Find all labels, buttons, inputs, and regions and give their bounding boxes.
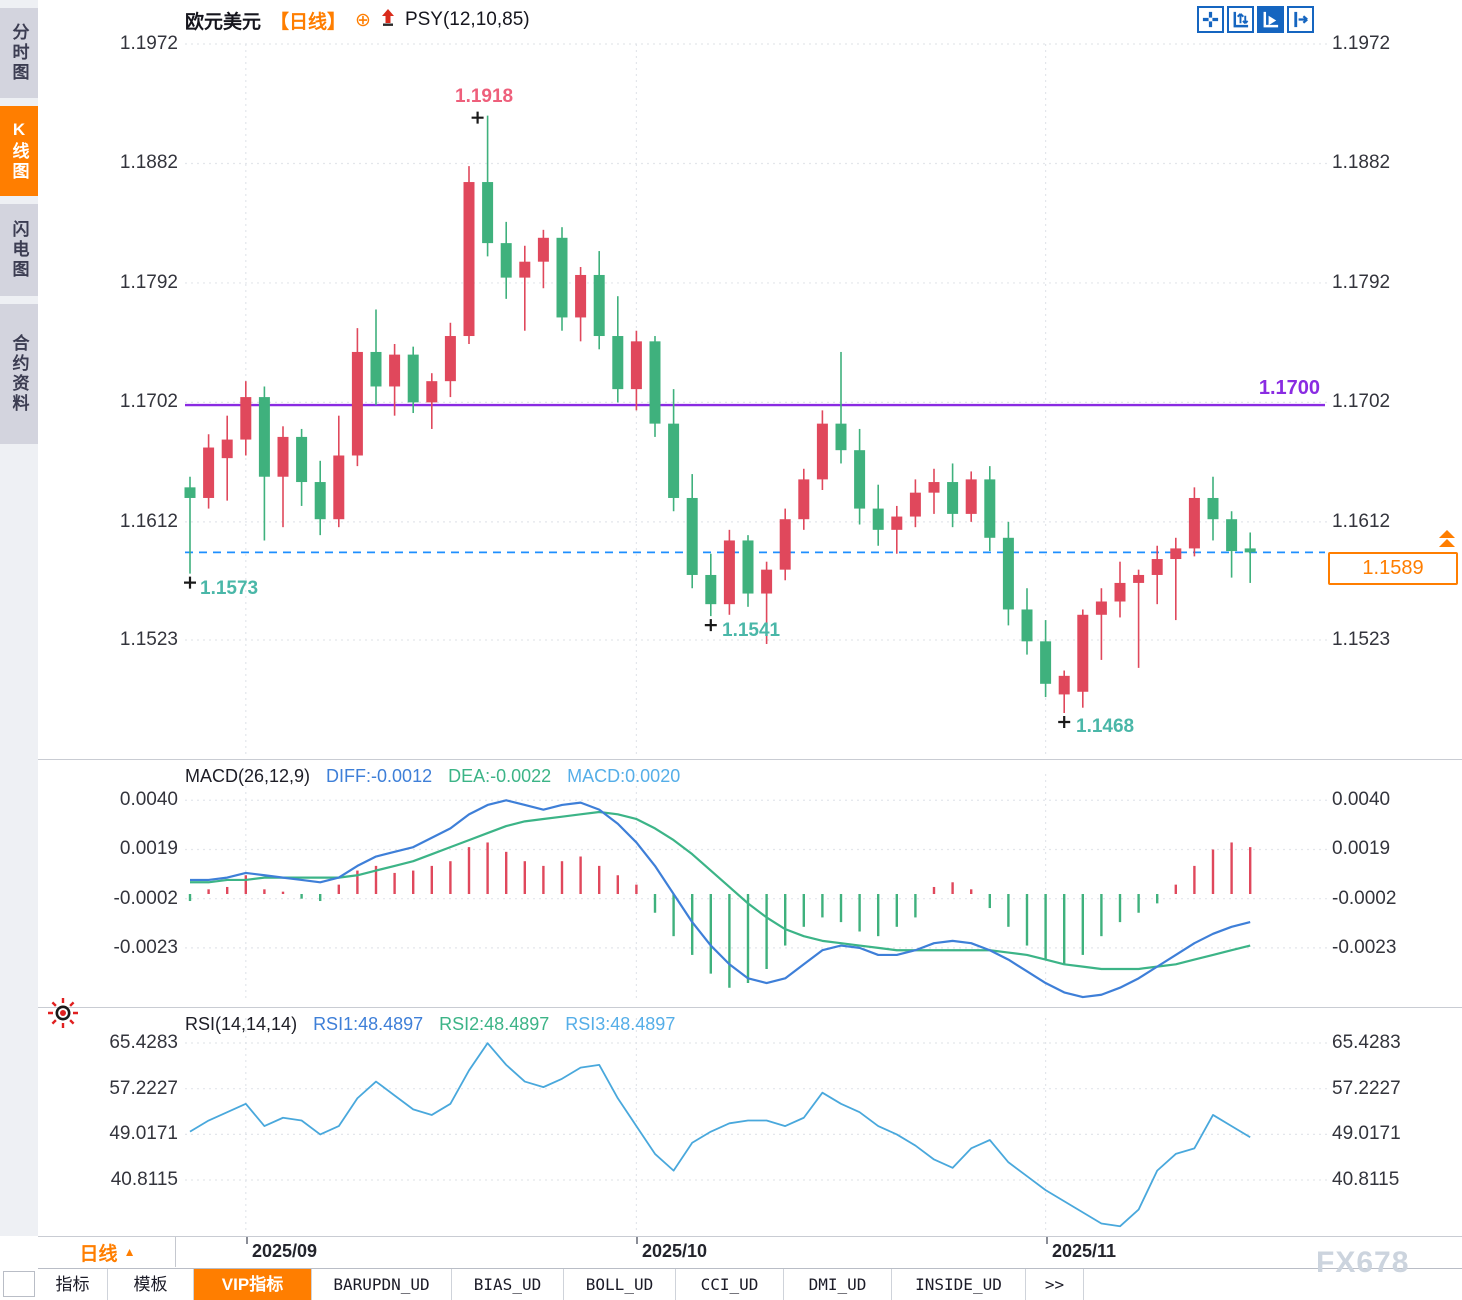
- time-axis: [38, 1237, 1462, 1267]
- rsi-axis-label: 49.0171: [1332, 1123, 1401, 1145]
- tab-inside-ud[interactable]: INSIDE_UD: [892, 1269, 1026, 1300]
- price-axis-label: 1.1612: [119, 510, 178, 532]
- chart-toolbar: [1197, 6, 1314, 33]
- x-axis-label-november: 2025/11: [1052, 1241, 1117, 1261]
- indicator-settings-icon[interactable]: [46, 996, 80, 1035]
- period-selector-label: 日线: [79, 1243, 118, 1265]
- macd-axis-label: 0.0040: [1332, 789, 1391, 811]
- chart-header: 欧元美元 【日线】 ⊕ PSY(12,10,85): [185, 7, 530, 33]
- fit-axis-icon[interactable]: [1227, 6, 1254, 33]
- price-axis-label: 1.1882: [119, 152, 178, 174]
- rsi-header: RSI(14,14,14) RSI1:48.4897 RSI2:48.4897 …: [185, 1014, 675, 1035]
- rsi3-value: RSI3:48.4897: [565, 1014, 676, 1034]
- left-sidebar: 分时图 K线图 闪电图 合约资料: [0, 0, 38, 1236]
- circle-plus-icon[interactable]: ⊕: [355, 9, 371, 31]
- macd-title: MACD(26,12,9): [185, 766, 311, 786]
- month-tick: [636, 1237, 638, 1244]
- annotation-high: 1.1918: [455, 86, 514, 107]
- chevron-up-icon: ▲: [123, 1245, 136, 1259]
- rsi-axis-label: 49.0171: [109, 1123, 178, 1145]
- macd-chart: [185, 774, 1330, 1002]
- tab-cci-ud[interactable]: CCI_UD: [676, 1269, 784, 1300]
- rsi-chart: [185, 1018, 1330, 1234]
- macd-axis-label: -0.0002: [1332, 887, 1397, 909]
- tab-more[interactable]: >>: [1026, 1269, 1084, 1300]
- price-axis-label: 1.1612: [1332, 510, 1391, 532]
- macd-dea-value: DEA:-0.0022: [448, 766, 552, 786]
- macd-axis-label: -0.0002: [113, 887, 178, 909]
- rsi2-value: RSI2:48.4897: [439, 1014, 550, 1034]
- watermark: FX678: [1316, 1246, 1410, 1279]
- price-axis-label: 1.1702: [1332, 391, 1391, 413]
- price-axis-label: 1.1882: [1332, 152, 1391, 174]
- rsi-title: RSI(14,14,14): [185, 1014, 298, 1034]
- macd-diff-value: DIFF:-0.0012: [326, 766, 433, 786]
- month-tick: [246, 1237, 248, 1244]
- tab-bias-ud[interactable]: BIAS_UD: [452, 1269, 564, 1300]
- macd-macd-value: MACD:0.0020: [567, 766, 681, 786]
- price-axis-label: 1.1972: [1332, 33, 1391, 54]
- support-line-label: 1.1700: [1258, 377, 1320, 399]
- rsi-axis-label: 65.4283: [1332, 1032, 1401, 1053]
- panel-separator: [38, 1007, 1462, 1008]
- price-axis-label: 1.1972: [119, 33, 178, 54]
- price-axis-label: 1.1702: [119, 391, 178, 413]
- symbol-name: 欧元美元: [185, 11, 262, 33]
- x-axis-label-september: 2025/09: [252, 1241, 318, 1261]
- current-price-tag: 1.1589: [1328, 552, 1458, 585]
- price-axis-label: 1.1523: [119, 629, 178, 650]
- x-axis-label-october: 2025/10: [642, 1241, 708, 1261]
- annotation-low-november: 1.1468: [1076, 716, 1135, 737]
- rsi-axis-label: 57.2227: [109, 1077, 178, 1099]
- tab-barupdn-ud[interactable]: BARUPDN_UD: [312, 1269, 452, 1300]
- up-arrow-icon: [380, 8, 396, 33]
- corner-box: [3, 1271, 35, 1297]
- period-tag[interactable]: 【日线】: [270, 11, 347, 33]
- sidebar-item-timeline-chart[interactable]: 分时图: [0, 8, 38, 98]
- collapse-panel-icon[interactable]: [1287, 6, 1314, 33]
- rsi-axis-label: 57.2227: [1332, 1077, 1401, 1099]
- tab-templates[interactable]: 模板: [108, 1269, 194, 1300]
- rsi-axis-label: 40.8115: [1332, 1169, 1400, 1191]
- tab-boll-ud[interactable]: BOLL_UD: [564, 1269, 676, 1300]
- macd-axis-label: -0.0023: [113, 936, 178, 958]
- rsi-axis-label: 40.8115: [110, 1169, 178, 1191]
- month-tick: [1046, 1237, 1048, 1244]
- indicator-label: PSY(12,10,85): [404, 9, 530, 30]
- rsi1-value: RSI1:48.4897: [313, 1014, 424, 1034]
- macd-axis-label: 0.0019: [119, 838, 178, 860]
- macd-axis-label: -0.0023: [1332, 936, 1397, 958]
- sidebar-item-contract-info[interactable]: 合约资料: [0, 304, 38, 444]
- sidebar-item-candle-chart[interactable]: K线图: [0, 106, 38, 196]
- rsi-axis-label: 65.4283: [109, 1032, 178, 1053]
- macd-axis-label: 0.0019: [1332, 838, 1391, 860]
- move-tool-icon[interactable]: [1197, 6, 1224, 33]
- price-up-arrows-icon: [1438, 530, 1456, 556]
- panel-separator: [38, 1236, 1462, 1237]
- tab-vip-indicators[interactable]: VIP指标: [194, 1269, 312, 1300]
- price-axis-label: 1.1792: [119, 271, 178, 293]
- indicator-tabbar: 指标 模板 VIP指标 BARUPDN_UD BIAS_UD BOLL_UD C…: [38, 1268, 1462, 1300]
- macd-axis-label: 0.0040: [119, 789, 178, 811]
- price-axis-label: 1.1792: [1332, 271, 1391, 293]
- period-selector-button[interactable]: 日线 ▲: [40, 1237, 176, 1267]
- sidebar-item-flash-chart[interactable]: 闪电图: [0, 204, 38, 296]
- tab-dmi-ud[interactable]: DMI_UD: [784, 1269, 892, 1300]
- macd-header: MACD(26,12,9) DIFF:-0.0012 DEA:-0.0022 M…: [185, 766, 680, 787]
- candlestick-chart: [184, 43, 1330, 755]
- auto-scroll-icon[interactable]: [1257, 6, 1284, 33]
- annotation-low-august: 1.1573: [200, 578, 259, 599]
- annotation-low-october: 1.1541: [722, 620, 781, 641]
- panel-separator: [38, 759, 1462, 760]
- price-axis-label: 1.1523: [1332, 629, 1391, 650]
- tab-indicators[interactable]: 指标: [38, 1269, 108, 1300]
